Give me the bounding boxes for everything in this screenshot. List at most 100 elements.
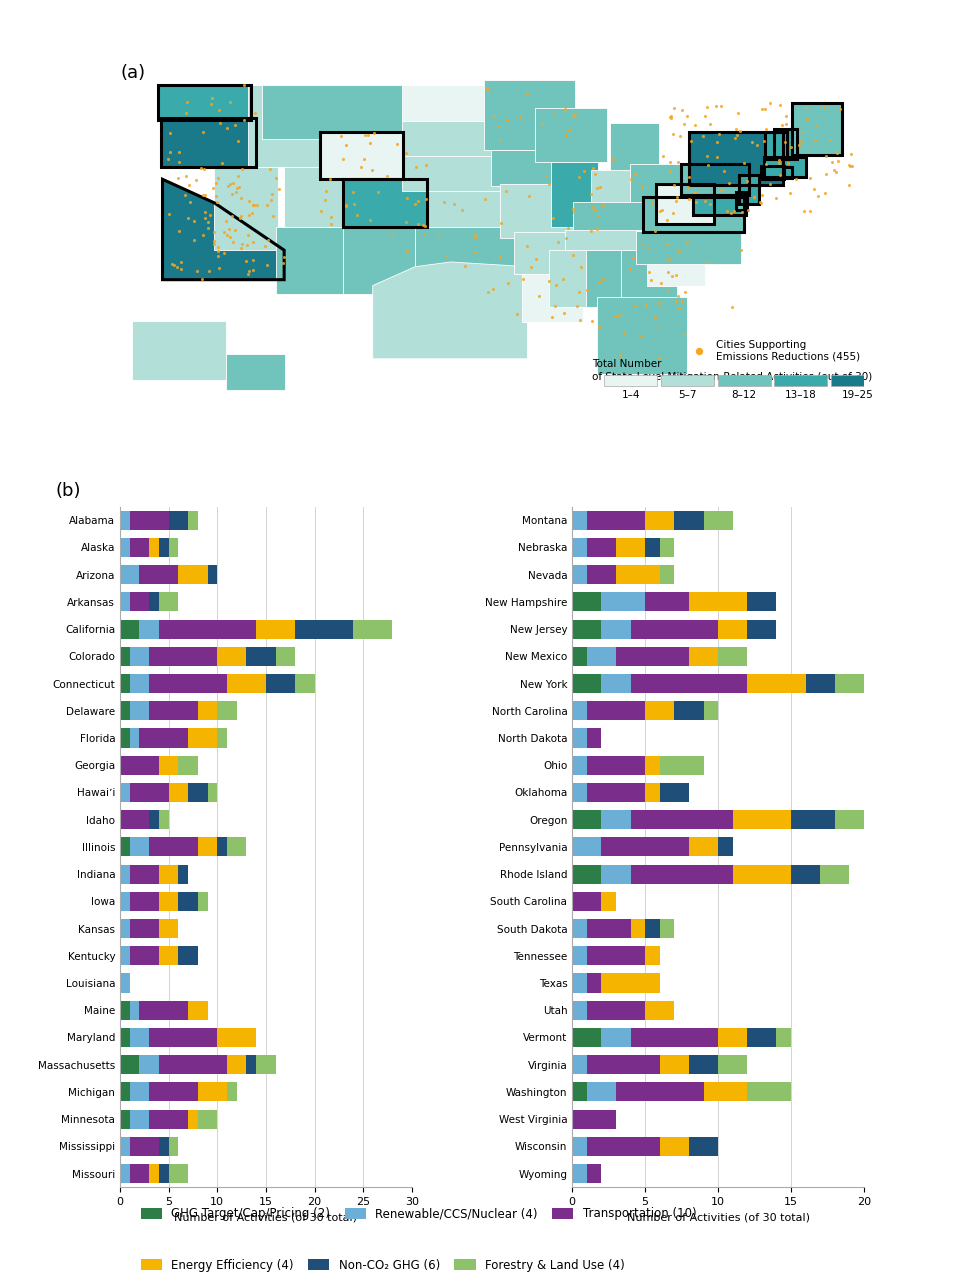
Point [808, 116, 824, 137]
Point [233, 206, 249, 226]
Bar [120, 891, 130, 911]
Point [768, 188, 783, 208]
Bar [645, 756, 660, 775]
Bar [217, 646, 247, 665]
Point [245, 203, 260, 223]
Point [634, 176, 649, 197]
Bar [820, 865, 850, 884]
Point [730, 125, 745, 146]
Point [628, 163, 643, 184]
Point [399, 188, 415, 208]
Point [584, 221, 599, 241]
Point [579, 280, 594, 300]
Point [750, 134, 765, 155]
Bar [159, 1165, 169, 1183]
Bar [120, 919, 130, 939]
Point [673, 126, 688, 147]
Point [221, 218, 236, 239]
Bar [616, 538, 645, 557]
Point [211, 246, 227, 267]
Bar [747, 1028, 777, 1047]
Point [357, 149, 372, 170]
Point [782, 183, 798, 203]
Polygon shape [227, 354, 285, 389]
Point [186, 211, 202, 231]
Bar [159, 891, 179, 911]
Point [709, 132, 725, 152]
Point [232, 208, 248, 229]
Point [703, 194, 718, 215]
Bar [572, 1055, 587, 1074]
Point [572, 310, 588, 331]
Point [779, 106, 794, 126]
Bar [704, 701, 718, 720]
Point [225, 174, 240, 194]
Polygon shape [551, 162, 598, 226]
Bar [572, 701, 587, 720]
Point [587, 163, 602, 184]
Bar [159, 538, 169, 557]
Bar [572, 946, 587, 965]
Point [194, 269, 209, 290]
Point [684, 130, 699, 151]
Point [589, 178, 605, 198]
Bar [130, 865, 159, 884]
Polygon shape [647, 248, 705, 286]
Bar [130, 701, 149, 720]
Point [842, 156, 857, 176]
Polygon shape [621, 250, 678, 304]
Point [419, 189, 434, 209]
Point [246, 194, 261, 215]
Point [608, 306, 623, 327]
Bar [159, 810, 169, 829]
Point [660, 262, 676, 282]
Point [210, 169, 226, 189]
Point [242, 190, 257, 211]
Point [626, 248, 641, 268]
Bar [587, 946, 645, 965]
Bar [572, 1001, 587, 1020]
Bar [645, 1001, 674, 1020]
Bar [198, 1083, 227, 1102]
Bar [631, 810, 732, 829]
Bar [572, 783, 587, 802]
Point [209, 186, 225, 207]
Bar [169, 783, 188, 802]
Point [698, 252, 713, 272]
Point [338, 134, 353, 155]
Point [485, 278, 500, 299]
Point [233, 188, 249, 208]
Bar [149, 674, 227, 693]
Text: 13–18: 13–18 [785, 389, 817, 400]
Bar [120, 865, 130, 884]
Point [181, 175, 197, 195]
Point [248, 102, 263, 123]
Point [654, 272, 669, 292]
Point [698, 190, 713, 211]
Point [547, 296, 563, 317]
Point [228, 181, 244, 202]
Point [660, 234, 675, 254]
Polygon shape [402, 156, 506, 192]
Polygon shape [320, 132, 403, 179]
Bar [139, 1001, 188, 1020]
Point [324, 213, 339, 234]
Point [557, 98, 572, 119]
Point [417, 223, 432, 244]
Point [810, 186, 826, 207]
Point [665, 124, 681, 144]
Point [611, 305, 626, 326]
Point [668, 266, 684, 286]
Point [818, 146, 833, 166]
Point [467, 227, 482, 248]
Point [783, 137, 799, 157]
Point [780, 153, 796, 174]
Point [245, 231, 260, 252]
Polygon shape [565, 230, 668, 250]
Point [844, 156, 859, 176]
Bar [835, 674, 864, 693]
Point [416, 215, 431, 235]
Bar [572, 973, 587, 992]
Bar [227, 1055, 247, 1074]
Bar [130, 1028, 149, 1047]
